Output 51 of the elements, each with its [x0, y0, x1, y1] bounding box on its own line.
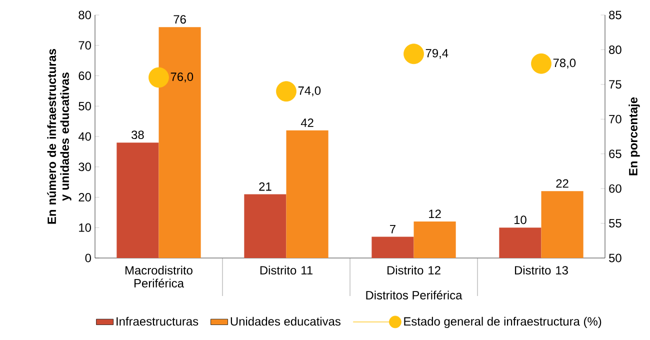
y-tick-label: 0	[85, 254, 92, 262]
data-label: 79,4	[426, 48, 448, 59]
bar	[499, 228, 542, 258]
bar	[541, 191, 584, 258]
y2-tick-label: 85	[609, 10, 622, 20]
y2-tick-label: 55	[609, 219, 622, 228]
data-label: 21	[259, 182, 272, 191]
legend-label: Infraestructuras	[116, 316, 198, 326]
y2-tick-label: 75	[609, 80, 622, 89]
data-label: 76,0	[170, 72, 194, 82]
x-tick-label: Distrito 11	[260, 266, 312, 275]
y2-tick-label: 80	[609, 45, 622, 54]
y2-tick-label: 65	[609, 150, 622, 158]
y-tick-label: 50	[78, 102, 92, 110]
y2-axis-title: En porcentaje	[628, 97, 640, 176]
data-label: 42	[300, 118, 314, 127]
x-tick-label: Distrito 12	[387, 266, 440, 275]
bar	[244, 194, 286, 258]
y2-tick-label: 60	[609, 184, 622, 193]
data-label: 12	[429, 210, 441, 218]
y-tick-label: 60	[78, 72, 92, 80]
data-label: 38	[132, 130, 144, 140]
y-tick-label: 20	[78, 193, 92, 202]
text: Distritos Periférica	[366, 290, 462, 300]
point	[148, 67, 169, 88]
y2-tick-label: 70	[609, 114, 622, 124]
y-tick-label: 10	[79, 223, 92, 232]
data-label: 74,0	[298, 86, 321, 96]
point	[404, 44, 424, 64]
data-label: 22	[556, 179, 568, 188]
y-tick-label: 40	[78, 132, 92, 141]
y-tick-label: 70	[78, 41, 92, 50]
x-tick-label: Macrodistrito Periférica	[126, 266, 192, 288]
data-label: 76	[174, 15, 186, 24]
y-axis-title: En número de infraestructuras y unidades educativas	[47, 48, 72, 224]
legend-label: Unidades educativas	[230, 316, 340, 326]
y2-tick-label: 50	[609, 254, 622, 262]
y-tick-label: 30	[78, 162, 92, 172]
bar	[116, 142, 159, 258]
point	[276, 81, 296, 102]
bar	[158, 27, 201, 258]
x-tick-label: Distrito 13	[514, 266, 568, 275]
bar	[286, 130, 328, 258]
bar	[372, 236, 414, 258]
data-label: 10	[514, 216, 526, 224]
data-label: 78,0	[553, 58, 576, 69]
y-tick-label: 80	[78, 10, 92, 20]
bar	[414, 222, 456, 258]
point	[531, 53, 552, 74]
legend-label: Estado general de infraestructura (%)	[404, 316, 602, 328]
data-label: 7	[390, 225, 396, 234]
